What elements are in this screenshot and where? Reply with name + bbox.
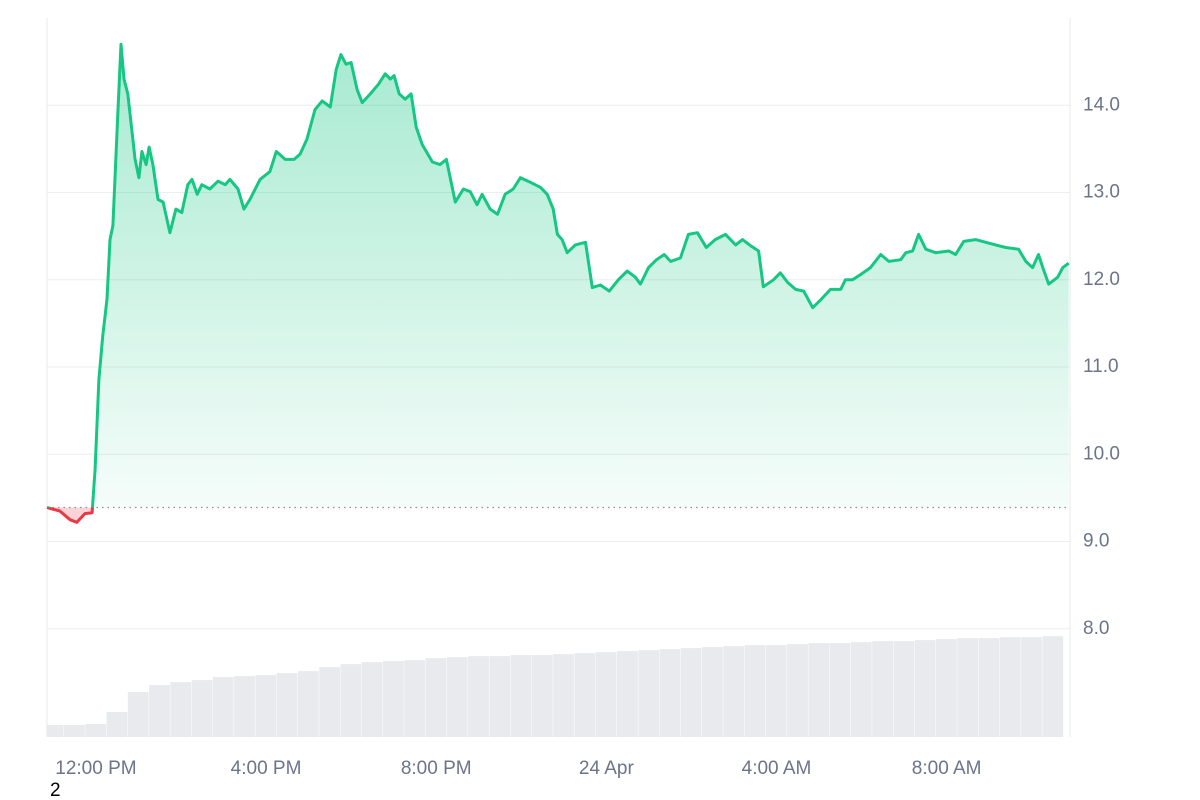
plot	[46, 42, 1070, 524]
x-tick-label: 8:00 AM	[912, 758, 982, 779]
volume-bar	[191, 680, 213, 737]
volume-bar	[212, 677, 234, 737]
volume-bar	[680, 648, 702, 737]
y-tick-label: 10.0	[1083, 443, 1120, 464]
area-above-baseline	[47, 44, 1069, 508]
x-tick-label: 12:00 PM	[55, 758, 136, 779]
volume-bar	[787, 644, 808, 737]
volume-bar	[702, 647, 723, 737]
volume-bar	[319, 667, 341, 737]
volume-bar	[744, 645, 766, 737]
volume-bar	[850, 642, 872, 737]
y-tick-label: 11.0	[1083, 356, 1119, 377]
volume-bar	[638, 650, 660, 737]
volume-bar	[489, 656, 511, 737]
volume-bar	[936, 639, 957, 737]
volume-bar	[510, 655, 532, 737]
x-tick-label: 8:00 PM	[401, 758, 472, 779]
volume-bar	[340, 664, 362, 737]
x-tick-label: 4:00 AM	[742, 758, 812, 779]
x-tick-label: 4:00 PM	[231, 758, 302, 779]
volume-bar	[276, 673, 298, 737]
axes: 8.0 9.0 10.0 11.0 12.0 13.0 14.0 12:00 PM 4:00 P…	[55, 94, 1120, 779]
volume-bar	[64, 725, 85, 737]
y-tick-label: 9.0	[1083, 531, 1109, 552]
volume-bar	[404, 660, 426, 737]
volume-bar	[978, 638, 1000, 737]
volume-bar	[47, 725, 64, 737]
volume-bar	[829, 643, 851, 737]
volume-bar	[234, 676, 255, 737]
volume-bar	[425, 658, 447, 737]
volume-bar	[872, 641, 893, 737]
volume-bar	[531, 655, 553, 737]
volume-bar	[765, 645, 787, 737]
volume-bar	[255, 675, 277, 737]
volume-bar	[893, 641, 915, 737]
y-tick-label: 12.0	[1083, 269, 1120, 290]
volume-bar	[1021, 637, 1042, 737]
area-below-baseline	[47, 507, 93, 523]
volume-bar	[553, 654, 574, 737]
volume-bar	[446, 657, 468, 737]
annotation: 2	[50, 780, 61, 800]
volume-bar	[914, 640, 936, 737]
volume-bar	[616, 651, 638, 737]
volume-bar	[999, 637, 1021, 737]
volume-bar	[85, 724, 107, 737]
y-tick-label: 13.0	[1083, 182, 1120, 203]
volume-bar	[106, 712, 128, 737]
price-line	[46, 42, 1070, 508]
volume-bar	[808, 643, 830, 737]
y-tick-label: 14.0	[1083, 94, 1120, 115]
y-tick-label: 8.0	[1083, 618, 1109, 639]
volume-bar	[468, 656, 489, 737]
volume-bar	[957, 638, 979, 737]
volume-bar	[149, 685, 170, 737]
volume-bar	[595, 652, 617, 737]
volume-bar	[659, 649, 681, 737]
volume-bar	[297, 671, 319, 737]
volume-bar	[127, 692, 149, 737]
volume-bar	[383, 661, 404, 737]
volume-bar	[361, 662, 383, 737]
volume-bar	[723, 646, 745, 737]
volume-bars	[47, 636, 1064, 737]
volume-bar	[1042, 636, 1064, 737]
x-tick-label: 24 Apr	[579, 758, 635, 779]
volume-bar	[574, 653, 596, 737]
volume-bar	[170, 682, 192, 737]
